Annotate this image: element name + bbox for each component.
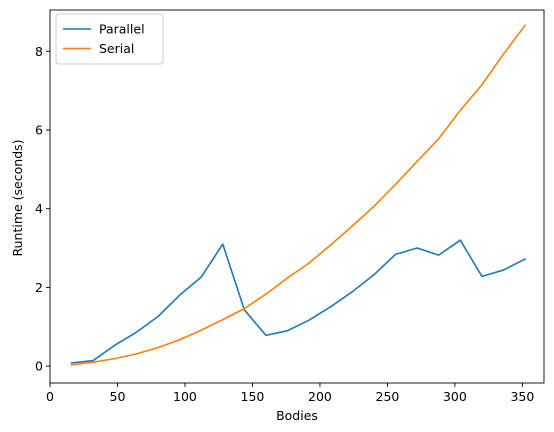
- legend-label-parallel: Parallel: [99, 22, 145, 37]
- x-axis-label: Bodies: [276, 408, 318, 423]
- x-tick-label: 300: [443, 389, 467, 404]
- x-tick-label: 100: [173, 389, 197, 404]
- x-tick-label: 250: [376, 389, 400, 404]
- x-tick-label: 50: [110, 389, 126, 404]
- y-tick-label: 4: [35, 201, 43, 216]
- series-line-serial: [70, 24, 527, 366]
- y-tick-label: 2: [35, 280, 43, 295]
- y-tick-label: 6: [35, 123, 43, 138]
- x-tick-label: 0: [46, 389, 54, 404]
- plot-area: [70, 24, 527, 366]
- y-tick-label: 0: [35, 359, 43, 374]
- x-tick-label: 150: [241, 389, 265, 404]
- x-tick-label: 350: [510, 389, 534, 404]
- legend-frame: [55, 13, 164, 65]
- legend-label-serial: Serial: [99, 41, 134, 56]
- legend: Parallel Serial: [55, 13, 164, 65]
- series-line-parallel: [70, 239, 527, 364]
- axes-frame: [49, 9, 545, 384]
- y-tick-label: 8: [35, 44, 43, 59]
- axes: 0 50 100 150 200 250 300 350 0 2 4 6 8: [35, 9, 545, 404]
- x-tick-label: 200: [308, 389, 332, 404]
- y-axis-label: Runtime (seconds): [10, 139, 25, 256]
